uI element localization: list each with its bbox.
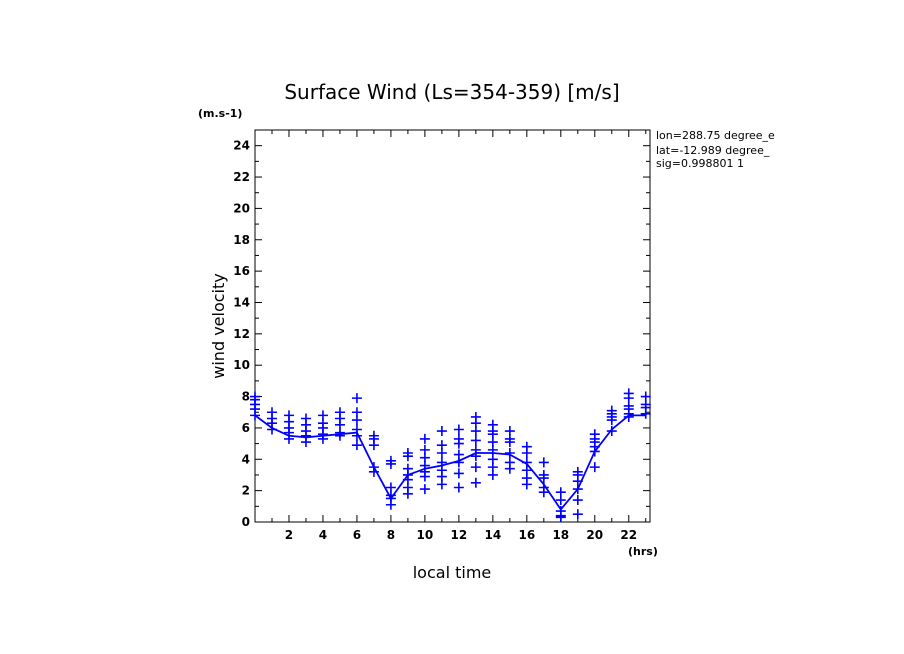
scatter-point: [504, 457, 515, 468]
scatter-point: [555, 487, 566, 498]
x-tick-label: 20: [586, 528, 603, 542]
scatter-point: [419, 433, 430, 444]
x-tick-label: 16: [518, 528, 535, 542]
scatter-point: [589, 462, 600, 473]
x-axis-label: local time: [413, 563, 492, 582]
scatter-point: [606, 405, 617, 416]
scatter-point: [538, 457, 549, 468]
scatter-point: [453, 424, 464, 435]
scatter-point: [250, 391, 260, 402]
scatter-point: [487, 419, 498, 430]
scatter-point: [266, 407, 277, 418]
y-tick-label: 24: [233, 139, 250, 153]
scatter-point: [589, 429, 600, 440]
scatter-point: [453, 449, 464, 460]
scatter-point: [419, 444, 430, 455]
scatter-point: [521, 441, 532, 452]
scatter-point: [368, 430, 379, 441]
scatter-point: [436, 426, 447, 437]
scatter-series: [250, 388, 651, 523]
scatter-point: [402, 448, 413, 459]
scatter-point: [317, 410, 328, 421]
y-tick-label: 10: [233, 358, 250, 372]
y-tick-label: 4: [242, 452, 250, 466]
scatter-point: [419, 484, 430, 495]
y-tick-label: 16: [233, 264, 250, 278]
y-axis-unit: (m.s-1): [198, 107, 242, 120]
scatter-point: [470, 462, 481, 473]
scatter-point: [487, 454, 498, 465]
scatter-point: [504, 426, 515, 437]
scatter-point: [572, 509, 583, 520]
chart-title: Surface Wind (Ls=354-359) [m/s]: [284, 80, 619, 104]
scatter-point: [351, 440, 362, 451]
scatter-point: [351, 393, 362, 404]
scatter-point: [640, 391, 651, 402]
scatter-point: [538, 469, 549, 480]
scatter-point: [572, 466, 583, 477]
y-tick-label: 0: [242, 515, 250, 529]
scatter-point: [385, 455, 396, 466]
x-tick-label: 4: [319, 528, 327, 542]
scatter-point: [470, 411, 481, 422]
x-tick-label: 6: [353, 528, 361, 542]
info-line-lon: lon=288.75 degree_e: [656, 129, 775, 142]
scatter-point: [385, 482, 396, 493]
scatter-point: [334, 407, 345, 418]
x-axis: 2 4 6 8 10 12 14 16 18 20 22: [271, 130, 647, 542]
x-tick-label: 8: [387, 528, 395, 542]
scatter-point: [453, 482, 464, 493]
y-axis-label: wind velocity: [209, 273, 228, 378]
scatter-point: [504, 448, 515, 459]
plot-frame: [254, 129, 651, 523]
mean-wind-line: [254, 414, 646, 511]
scatter-point: [436, 440, 447, 451]
scatter-point: [623, 388, 634, 399]
scatter-point: [606, 426, 617, 437]
scatter-point: [453, 433, 464, 444]
x-tick-label: 14: [484, 528, 501, 542]
info-line-lat: lat=-12.989 degree_: [656, 144, 770, 157]
y-tick-label: 12: [233, 327, 250, 341]
scatter-point: [470, 435, 481, 446]
x-axis-unit: (hrs): [628, 545, 658, 558]
y-tick-label: 2: [242, 484, 250, 498]
scatter-point: [300, 413, 311, 424]
y-tick-label: 18: [233, 233, 250, 247]
x-tick-label: 2: [285, 528, 293, 542]
y-tick-label: 22: [233, 170, 250, 184]
info-line-sig: sig=0.998801 1: [656, 157, 744, 170]
scatter-point: [555, 506, 566, 517]
x-tick-label: 18: [552, 528, 569, 542]
info-block: lon=288.75 degree_e lat=-12.989 degree_ …: [656, 129, 775, 170]
scatter-point: [470, 477, 481, 488]
y-tick-label: 8: [242, 390, 250, 404]
x-tick-label: 10: [417, 528, 434, 542]
x-tick-label: 12: [451, 528, 468, 542]
x-tick-label: 22: [620, 528, 637, 542]
scatter-point: [283, 410, 294, 421]
scatter-point: [453, 468, 464, 479]
scatter-point: [572, 495, 583, 506]
scatter-point: [402, 463, 413, 474]
y-tick-label: 6: [242, 421, 250, 435]
scatter-point: [351, 407, 362, 418]
y-tick-label: 14: [233, 295, 250, 309]
y-tick-label: 20: [233, 201, 250, 215]
